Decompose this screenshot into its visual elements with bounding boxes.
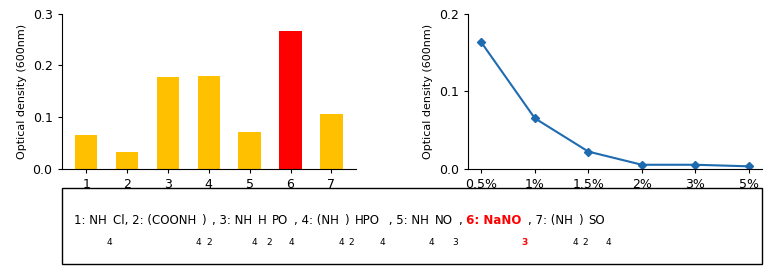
Text: ,: , bbox=[458, 214, 462, 227]
Y-axis label: Optical density (600nm): Optical density (600nm) bbox=[17, 24, 27, 159]
Text: NO: NO bbox=[434, 214, 453, 227]
Text: 2: 2 bbox=[206, 238, 212, 247]
Text: 2: 2 bbox=[266, 238, 272, 247]
Text: H: H bbox=[257, 214, 266, 227]
Text: SO: SO bbox=[588, 214, 605, 227]
Text: 4: 4 bbox=[605, 238, 611, 247]
X-axis label: NaNO3: NaNO3 bbox=[593, 196, 638, 209]
Text: 4: 4 bbox=[573, 238, 578, 247]
Text: ): ) bbox=[344, 214, 349, 227]
Text: 4: 4 bbox=[339, 238, 344, 247]
Text: 3: 3 bbox=[521, 238, 527, 247]
Bar bbox=[116, 152, 139, 169]
Text: ): ) bbox=[202, 214, 206, 227]
Bar bbox=[157, 77, 179, 169]
Bar bbox=[280, 31, 302, 169]
Text: 2: 2 bbox=[349, 238, 354, 247]
Text: Cl, 2: (COONH: Cl, 2: (COONH bbox=[112, 214, 196, 227]
Text: 4: 4 bbox=[107, 238, 112, 247]
Text: 4: 4 bbox=[380, 238, 385, 247]
FancyBboxPatch shape bbox=[62, 188, 762, 264]
Text: 1: NH: 1: NH bbox=[74, 214, 107, 227]
Bar bbox=[198, 76, 220, 169]
Bar bbox=[75, 135, 98, 169]
Text: HPO: HPO bbox=[354, 214, 380, 227]
Text: 4: 4 bbox=[288, 238, 293, 247]
Text: 4: 4 bbox=[429, 238, 434, 247]
Text: 2: 2 bbox=[583, 238, 588, 247]
Text: 3: 3 bbox=[453, 238, 458, 247]
Text: 4: 4 bbox=[252, 238, 257, 247]
Text: , 3: NH: , 3: NH bbox=[212, 214, 252, 227]
Text: ): ) bbox=[578, 214, 583, 227]
Text: 6: NaNO: 6: NaNO bbox=[462, 214, 521, 227]
Text: , 4: (NH: , 4: (NH bbox=[293, 214, 339, 227]
Text: PO: PO bbox=[272, 214, 288, 227]
Text: , 7: (NH: , 7: (NH bbox=[527, 214, 573, 227]
Text: , 5: NH: , 5: NH bbox=[385, 214, 429, 227]
Bar bbox=[320, 114, 343, 169]
Text: 4: 4 bbox=[196, 238, 202, 247]
Bar bbox=[239, 132, 261, 169]
Y-axis label: Optical density (600nm): Optical density (600nm) bbox=[424, 24, 434, 159]
